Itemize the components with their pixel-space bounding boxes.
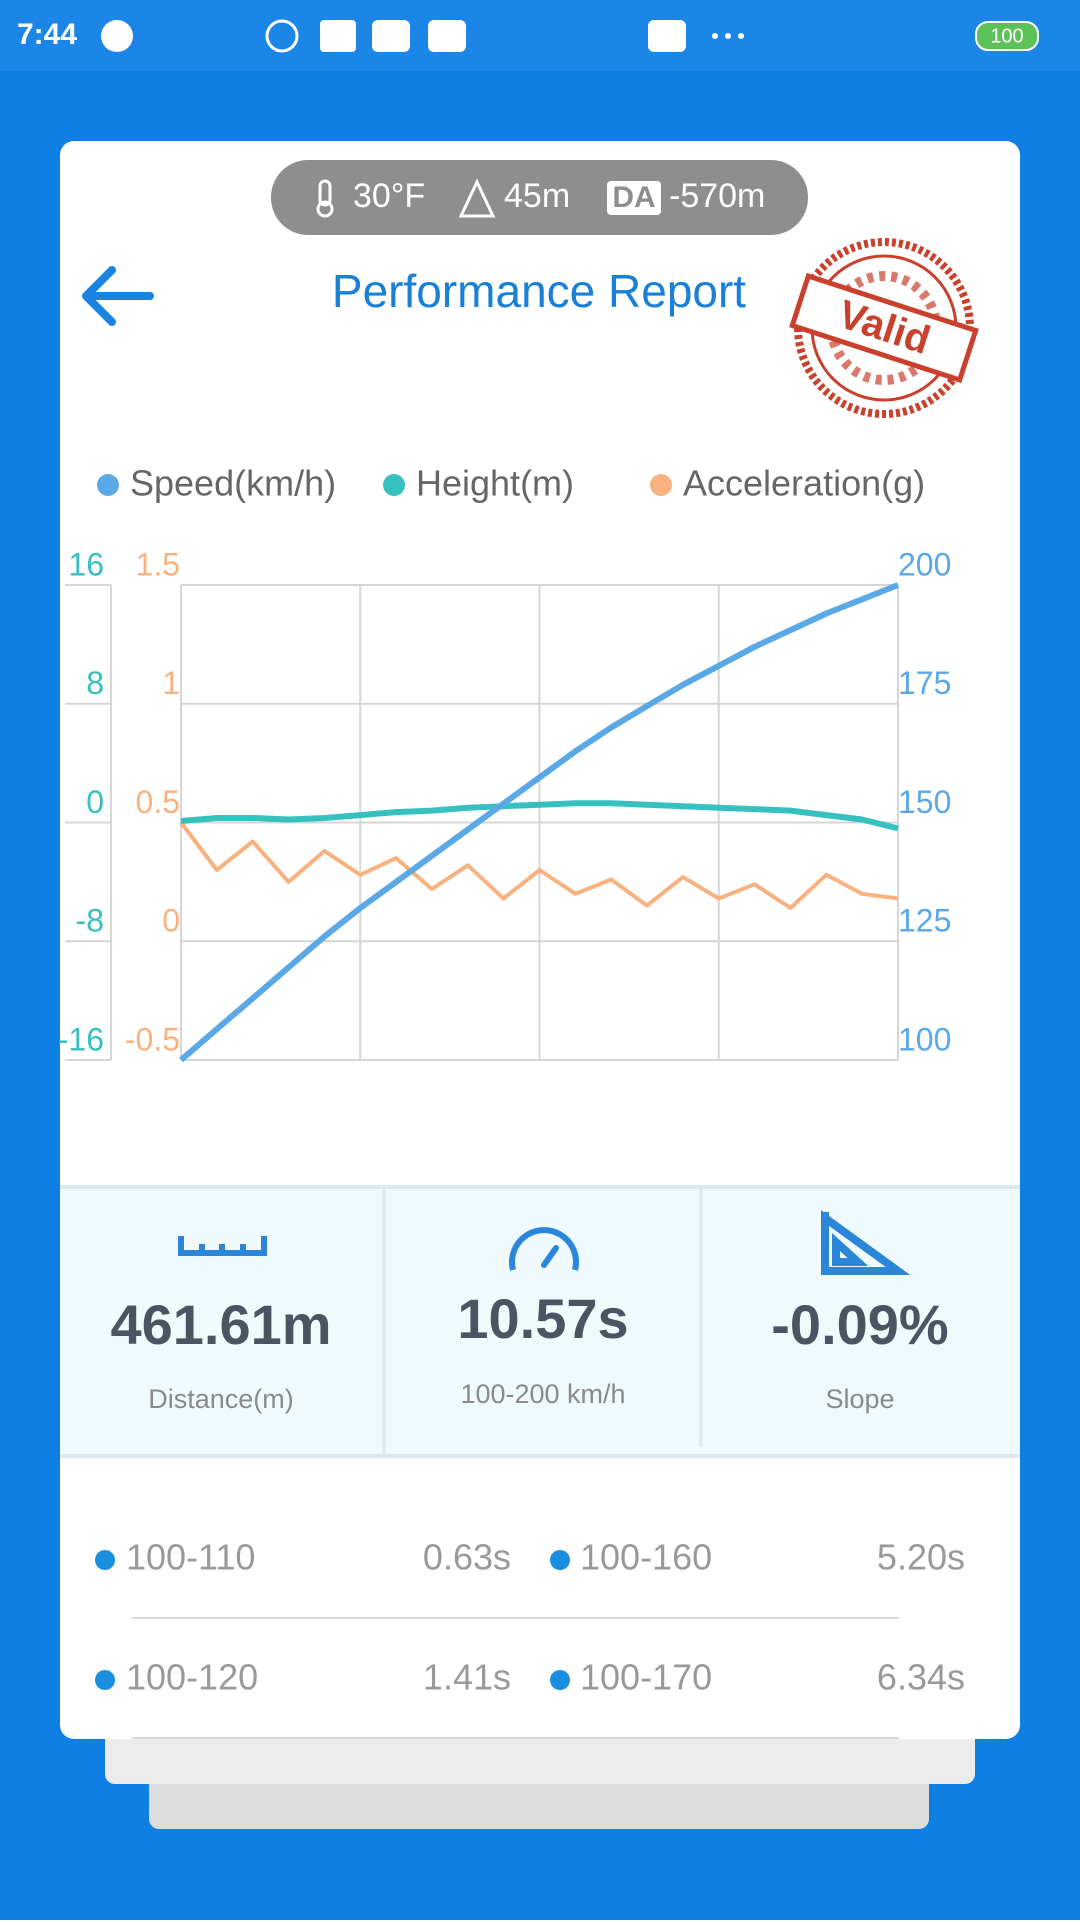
battery-level: 100 [990,25,1023,47]
legend-dot [650,474,672,496]
density-altitude: -570m [669,177,765,215]
y2-tick-label: 200 [898,546,951,582]
stat-value: 461.61m [110,1293,331,1356]
temperature: 30°F [353,177,425,215]
split-time: 5.20s [877,1537,965,1578]
split-dot [95,1550,115,1570]
split-label: 100-120 [126,1657,258,1698]
splits-table: 100-110 100-160 0.63s 5.20s 100-120 100-170 1.… [95,1537,965,1698]
legend-label: Speed(km/h) [130,463,336,504]
status-icons [101,19,744,53]
back-button[interactable] [82,266,154,326]
split-time: 6.34s [877,1657,965,1698]
altitude: 45m [504,177,570,215]
y-tick-label: 0 [86,784,104,820]
series-line [179,821,899,910]
series-line [180,800,899,832]
series-line [179,582,900,1063]
condition-icons [316,178,496,218]
stat-value: 10.57s [457,1287,628,1350]
y3-tick-label: 0 [162,903,180,939]
y2-tick-label: 125 [898,903,951,939]
split-dot [95,1670,115,1690]
split-label: 100-160 [580,1537,712,1578]
status-time: 7:44 [17,18,77,51]
y2-tick-label: 100 [898,1021,951,1057]
split-dot [550,1550,570,1570]
y-tick-label: -8 [76,903,104,939]
legend-label: Acceleration(g) [683,463,925,504]
y3-tick-label: 1.5 [136,546,180,582]
y3-tick-label: 0.5 [136,784,180,820]
da-box [607,181,661,215]
da-label: DA [612,181,655,214]
y-tick-label: 16 [68,546,104,582]
stat-value: -0.09% [771,1293,948,1356]
y3-tick-label: 1 [162,665,180,701]
split-time: 0.63s [423,1537,511,1578]
stat-label: Distance(m) [148,1384,294,1414]
legend-dot [97,474,119,496]
legend-dot [383,474,405,496]
conditions-pill [271,160,808,235]
y3-tick-label: -0.5 [125,1021,180,1057]
legend-label: Height(m) [416,463,574,504]
stat-label: 100-200 km/h [460,1379,625,1409]
stat-label: Slope [825,1384,894,1414]
slope-icon [821,1210,911,1275]
distance-icon [178,1236,267,1256]
split-label: 100-170 [580,1657,712,1698]
split-dot [550,1670,570,1690]
chart: 100 125 150 175 200 -16 -8 0 8 16 -0.5 0 0.5 1 1.5 Spee… [58,463,951,1063]
battery [975,21,1039,51]
page-title: Performance Report [332,265,746,317]
gauge-icon [509,1227,579,1271]
y2-tick-label: 150 [898,784,951,820]
split-label: 100-110 [126,1537,255,1578]
y-tick-label: 8 [86,665,104,701]
status-bar [0,0,1080,71]
split-time: 1.41s [423,1657,511,1698]
y2-tick-label: 175 [898,665,951,701]
y-tick-label: -16 [58,1021,104,1057]
